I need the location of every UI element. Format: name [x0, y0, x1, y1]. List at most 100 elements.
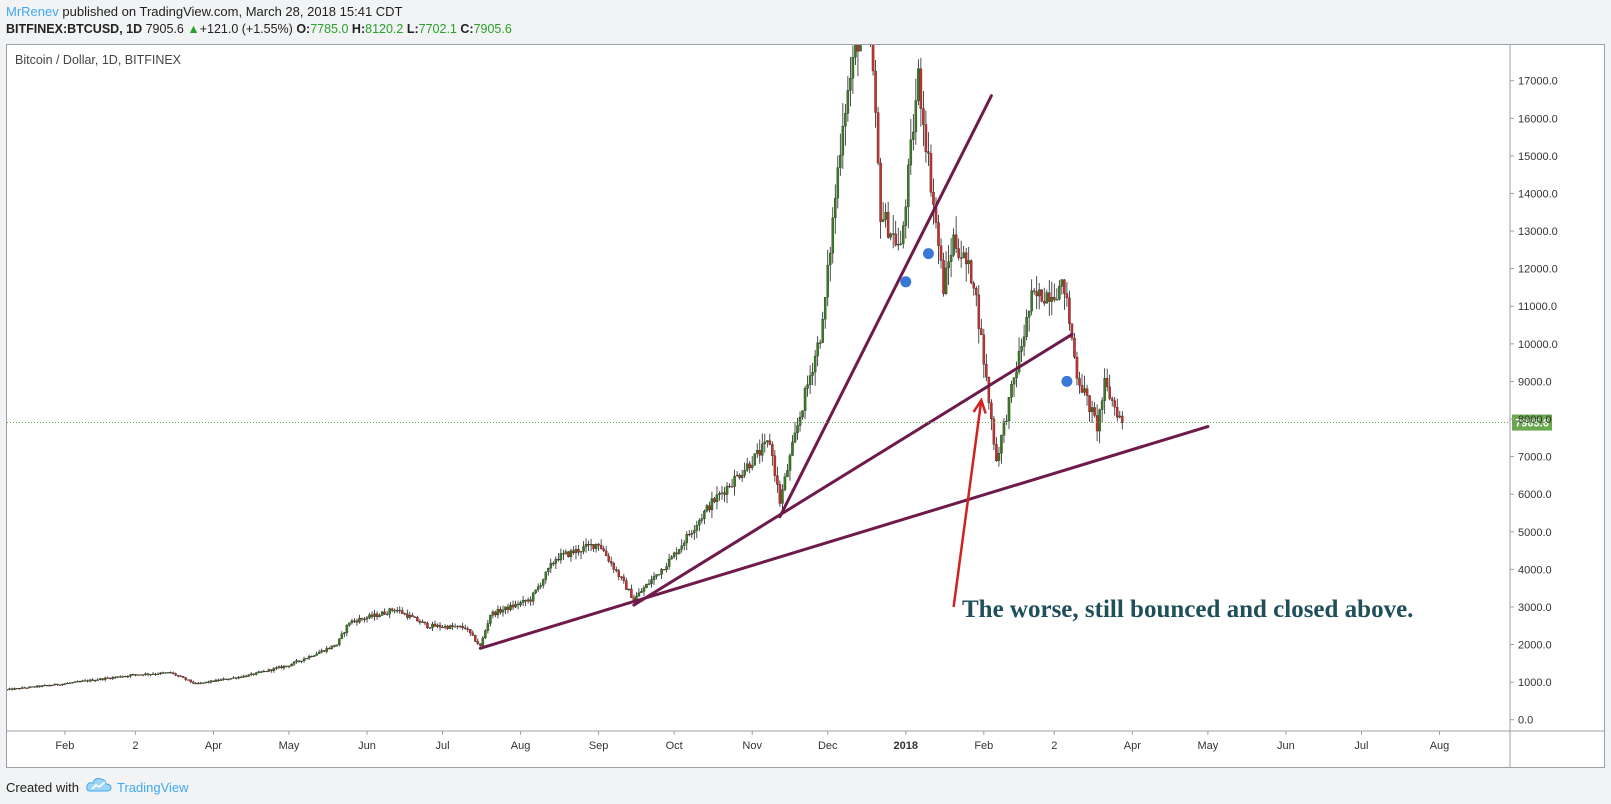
candle-body — [1035, 291, 1038, 297]
candle-body — [788, 455, 792, 471]
candle-body — [1060, 279, 1064, 287]
candle-body — [242, 675, 245, 678]
candle-body — [40, 685, 44, 687]
chart-panel[interactable]: 7905.6 0.0 1000.0 2000.0 3000.0 4000.0 5000.0… — [6, 44, 1605, 768]
candle-body — [652, 576, 656, 580]
tradingview-cloud-icon — [86, 778, 112, 792]
candle-body — [1070, 323, 1074, 339]
y-tick-label: 4000.0 — [1518, 564, 1552, 576]
candle-body — [768, 440, 772, 445]
candle-body — [562, 553, 565, 555]
candle-body — [8, 688, 11, 690]
candle-body — [985, 364, 988, 378]
candle-body — [433, 623, 437, 627]
candle-body — [300, 660, 303, 662]
candle-body — [106, 677, 109, 679]
candle-body — [587, 544, 590, 546]
candle-body — [189, 679, 193, 683]
candle-body — [829, 252, 832, 266]
candle-body — [380, 611, 384, 616]
candle-body — [584, 544, 588, 547]
candle-body — [204, 681, 208, 683]
candle-body — [1073, 337, 1076, 358]
candle-body — [222, 678, 225, 680]
axes: 0.0 1000.0 2000.0 3000.0 4000.0 5000.0 6000.0 7… — [55, 76, 1557, 752]
candle-body — [962, 252, 965, 259]
candle-body — [927, 151, 930, 154]
candle-body — [247, 674, 250, 677]
candle-body — [489, 615, 492, 624]
candle-body — [977, 294, 981, 329]
candle-body — [944, 267, 948, 294]
candle-body — [1108, 386, 1111, 399]
candle-body — [30, 686, 34, 688]
candle-body — [322, 650, 326, 652]
candle-body — [174, 673, 177, 676]
candle-body — [1065, 293, 1069, 299]
candle-body — [373, 613, 376, 617]
candle-body — [1030, 290, 1033, 312]
candle-body — [665, 566, 668, 570]
candle-body — [365, 617, 369, 620]
candle-body — [1095, 415, 1099, 432]
candle-body — [161, 672, 165, 674]
candle-body — [244, 675, 248, 677]
candle-body — [43, 685, 47, 687]
candle-body — [662, 569, 666, 571]
candle-body — [338, 638, 341, 645]
candle-body — [10, 688, 14, 690]
price-chart[interactable]: 7905.6 0.0 1000.0 2000.0 3000.0 4000.0 5000.0… — [7, 45, 1604, 767]
candle-body — [544, 571, 548, 580]
candle-body — [922, 108, 925, 125]
candle-body — [534, 589, 537, 594]
candle-body — [574, 549, 578, 554]
author-link[interactable]: MrRenev — [6, 4, 59, 19]
candle-body — [305, 658, 308, 660]
candle-body — [7, 689, 9, 691]
candle-body — [456, 625, 459, 627]
candle-body — [360, 618, 364, 620]
candle-body — [187, 679, 190, 681]
candle-body — [116, 676, 120, 678]
candle-body — [23, 687, 26, 689]
x-tick-label: May — [1197, 740, 1218, 752]
candle-body — [91, 679, 94, 681]
candle-body — [519, 602, 522, 606]
candle-body — [891, 233, 895, 235]
candle-body — [1105, 377, 1109, 388]
tradingview-link[interactable]: TradingView — [117, 780, 189, 795]
candle-body — [192, 681, 195, 684]
candle-body — [778, 484, 782, 504]
annotation-arrow-head — [972, 397, 987, 414]
candle-body — [539, 585, 542, 587]
candle-body — [1040, 289, 1043, 302]
open-value: 7785.0 — [310, 22, 349, 36]
candle-body — [511, 604, 515, 608]
candle-body — [569, 550, 573, 557]
candle-body — [71, 682, 74, 684]
y-tick-label: 3000.0 — [1518, 602, 1552, 614]
candle-body — [745, 463, 749, 471]
candle-body — [461, 626, 464, 629]
candle-body — [529, 599, 532, 602]
candle-body — [1116, 407, 1119, 418]
candle-body — [617, 570, 621, 577]
y-tick-label: 12000.0 — [1518, 264, 1558, 276]
candle-body — [383, 611, 386, 615]
candle-body — [312, 655, 316, 657]
candle-body — [871, 45, 875, 72]
candle-body — [917, 68, 920, 101]
candle-body — [232, 677, 235, 679]
candle-body — [740, 475, 744, 479]
candle-body — [952, 234, 955, 256]
candle-body — [599, 545, 603, 549]
candle-body — [1075, 356, 1079, 379]
candle-body — [443, 625, 447, 628]
candle-body — [363, 618, 366, 620]
candle-body — [854, 45, 857, 58]
candle-body — [791, 441, 794, 456]
candle-body — [992, 418, 996, 445]
candle-body — [103, 677, 107, 680]
candle-body — [164, 672, 167, 674]
candle-body — [836, 167, 840, 199]
